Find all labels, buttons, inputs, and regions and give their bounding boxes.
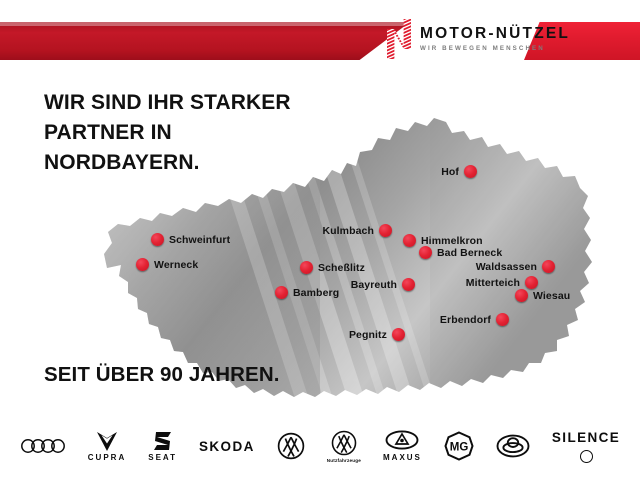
brand-logo-audi[interactable] [20, 423, 66, 469]
page-headline: WIR SIND IHR STARKER PARTNER IN NORDBAYE… [44, 91, 291, 174]
map-city-label: Erbendorf [439, 313, 491, 326]
skoda-wordmark: SKODA [198, 438, 255, 454]
map-city-hof[interactable]: Hof [441, 165, 477, 178]
page-footline: SEIT ÜBER 90 JAHREN. [44, 363, 280, 386]
map-city-mitterteich[interactable]: Mitterteich [466, 276, 538, 289]
seat-s-icon [153, 432, 171, 450]
brand-logo-toyota[interactable] [496, 423, 530, 469]
silence-wordmark: SILENCE [551, 429, 621, 445]
map-city-waldsassen[interactable]: Waldsassen [476, 260, 555, 273]
volkswagen-icon [277, 432, 304, 460]
map-city-label: Hof [441, 165, 459, 178]
map-city-label: Bad Berneck [437, 246, 503, 259]
brand-name: MOTOR-NÜTZEL [420, 25, 571, 43]
seat-wordmark: SEAT [148, 453, 177, 462]
map-city-schweinfurt[interactable]: Schweinfurt [151, 233, 230, 246]
map-city-bamberg[interactable]: Bamberg [275, 286, 339, 299]
map-city-sche-litz[interactable]: Scheßlitz [300, 261, 365, 274]
map-marker-dot[interactable] [419, 246, 432, 259]
header-red-band-left [0, 22, 410, 60]
brand-logo-seat[interactable]: SEAT [148, 423, 177, 469]
volkswagen-nutzfahrzeuge-icon [331, 430, 357, 455]
map-marker-dot[interactable] [525, 276, 538, 289]
map-marker-dot[interactable] [151, 233, 164, 246]
brand-logo-row: CUPRA SEAT SKODA Nutzfahrzeuge MAXUS [0, 420, 640, 472]
map-city-bad-berneck[interactable]: Bad Berneck [419, 246, 502, 259]
map-city-werneck[interactable]: Werneck [136, 258, 198, 271]
map-city-erbendorf[interactable]: Erbendorf [440, 313, 509, 326]
map-marker-dot[interactable] [392, 328, 405, 341]
map-marker-dot[interactable] [275, 286, 288, 299]
cupra-wordmark: CUPRA [87, 453, 127, 462]
map-city-label: Schweinfurt [169, 233, 231, 246]
map-city-label: Wiesau [533, 289, 571, 302]
silence-ring-icon [579, 449, 593, 463]
brand-logo-maxus[interactable]: MAXUS [383, 423, 422, 469]
brand-logo-mg[interactable]: MG [444, 423, 474, 469]
map-city-label: Kulmbach [322, 224, 374, 237]
map-marker-dot[interactable] [402, 278, 415, 291]
audi-rings-icon [20, 439, 65, 453]
brand-logo-text: MOTOR-NÜTZEL WIR BEWEGEN MENSCHEN [420, 26, 570, 52]
map-city-label: Scheßlitz [318, 261, 365, 274]
header-band-highlight [0, 22, 410, 26]
brand-logo-silence[interactable]: SILENCE [552, 423, 620, 469]
brand-logo-skoda[interactable]: SKODA [199, 423, 255, 469]
map-city-label: Werneck [154, 258, 199, 271]
map-city-wiesau[interactable]: Wiesau [515, 289, 570, 302]
map-marker-dot[interactable] [496, 313, 509, 326]
map-city-label: Bayreuth [350, 278, 397, 291]
maxus-wordmark: MAXUS [383, 453, 422, 462]
map-marker-dot[interactable] [379, 224, 392, 237]
map-city-label: Himmelkron [421, 234, 483, 247]
maxus-icon [385, 430, 419, 450]
toyota-icon [496, 434, 530, 458]
brand-logo-cupra[interactable]: CUPRA [88, 423, 126, 469]
map-marker-dot[interactable] [403, 234, 416, 247]
map-marker-dot[interactable] [136, 258, 149, 271]
cupra-icon [97, 432, 117, 451]
header-red-band-right [524, 22, 640, 60]
map-city-kulmbach[interactable]: Kulmbach [322, 224, 392, 237]
map-marker-dot[interactable] [542, 260, 555, 273]
map-city-label: Waldsassen [475, 260, 537, 273]
motor-nuetzel-n-mark-icon [386, 18, 412, 60]
brand-logo-volkswagen[interactable] [277, 423, 305, 469]
header-banner: MOTOR-NÜTZEL WIR BEWEGEN MENSCHEN [0, 0, 640, 78]
map-marker-dot[interactable] [300, 261, 313, 274]
map-marker-dot[interactable] [464, 165, 477, 178]
brand-logo-volkswagen-nutzfahrzeuge[interactable]: Nutzfahrzeuge [327, 423, 361, 469]
map-city-pegnitz[interactable]: Pegnitz [349, 328, 405, 341]
map-city-bayreuth[interactable]: Bayreuth [351, 278, 415, 291]
map-city-label: Pegnitz [348, 328, 387, 341]
brand-logo[interactable]: MOTOR-NÜTZEL WIR BEWEGEN MENSCHEN [386, 18, 570, 60]
map-city-label: Mitterteich [465, 276, 520, 289]
svg-text:MG: MG [450, 442, 469, 454]
brand-tagline: WIR BEWEGEN MENSCHEN [420, 44, 545, 52]
mg-icon: MG [444, 431, 474, 461]
map-marker-dot[interactable] [515, 289, 528, 302]
vw-nutzfahrzeuge-sublabel: Nutzfahrzeuge [326, 457, 361, 463]
map-city-himmelkron[interactable]: Himmelkron [403, 234, 483, 247]
map-city-label: Bamberg [293, 286, 340, 299]
